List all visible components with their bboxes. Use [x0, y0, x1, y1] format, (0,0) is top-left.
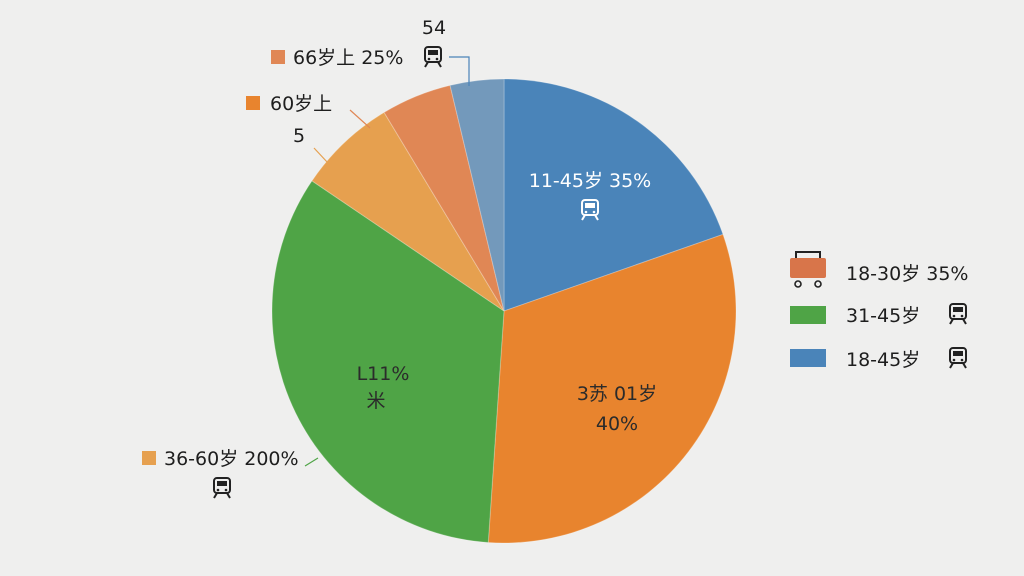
luggage-cart-icon [795, 251, 821, 258]
callout-66-label: 66岁上 25% [293, 47, 403, 69]
legend: 18-30岁 35% 31-45岁 18-45岁 [790, 251, 968, 371]
legend-item-3: 18-45岁 [790, 347, 967, 371]
legend-label-2: 31-45岁 [846, 305, 920, 327]
slice-label-blue: 11-45岁 35% [529, 170, 651, 192]
legend-swatch-3 [790, 349, 826, 367]
slice-label-orange-line1: 3苏 01岁 [577, 383, 657, 405]
train-icon [424, 46, 442, 68]
pie-slices [271, 78, 737, 544]
pie-slice-5 [383, 84, 505, 312]
train-icon [949, 303, 967, 325]
pie-slice-6 [449, 78, 505, 312]
slice-label-green-line2: 米 [366, 390, 385, 412]
callout-66-swatch [271, 50, 285, 64]
slice-label-green-line1: L11% [357, 363, 410, 385]
callout-3660-swatch [142, 451, 156, 465]
pie-slice-3 [271, 180, 505, 543]
legend-label-3: 18-45岁 [846, 349, 920, 371]
callout-60-swatch [246, 96, 260, 110]
legend-swatch-1 [790, 258, 826, 278]
pie-slice-4 [311, 111, 505, 312]
legend-label-1: 18-30岁 35% [846, 263, 968, 285]
callout-60b-leader [349, 109, 371, 129]
pie-slice-1 [503, 78, 724, 312]
legend-swatch-2 [790, 306, 826, 324]
train-icon [949, 347, 967, 369]
pie-slice-2 [487, 233, 737, 544]
callout-3660-label: 36-60岁 200% [164, 448, 299, 470]
train-icon [213, 477, 231, 499]
callout-60-value: 5 [293, 125, 305, 147]
slice-label-orange-line2: 40% [596, 413, 638, 435]
callout-66-top-value: 54 [422, 17, 446, 39]
legend-item-2: 31-45岁 [790, 303, 967, 327]
callout-60-leader [313, 147, 329, 164]
legend-item-1: 18-30岁 35% [790, 251, 968, 288]
callout-3660-leader [304, 457, 319, 467]
callout-60-label: 60岁上 [270, 93, 332, 115]
callout-66-leader [449, 56, 470, 86]
